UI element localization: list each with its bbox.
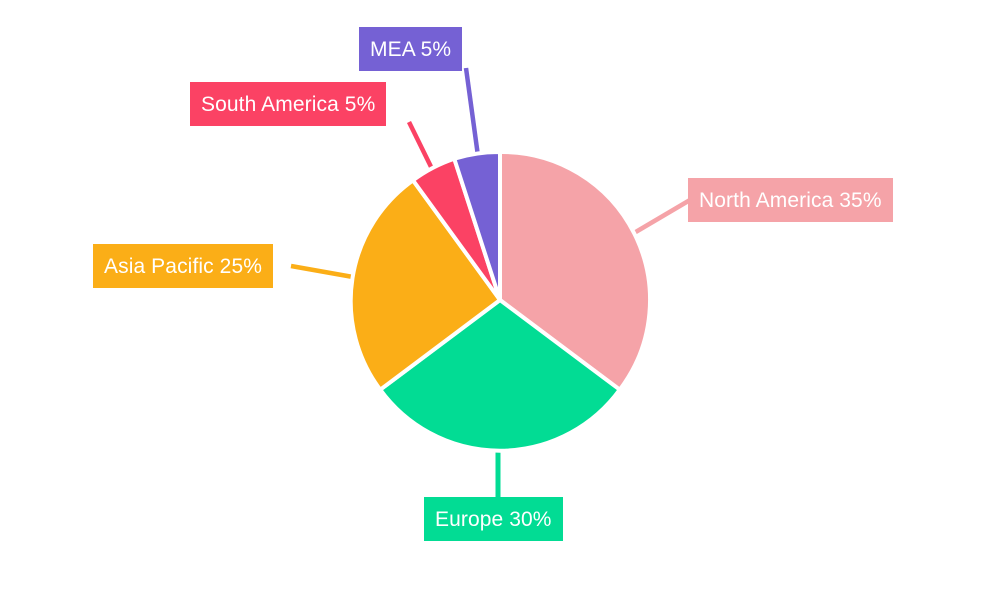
pie-slice-europe[interactable] (378, 298, 622, 453)
pie-slice-asia-pacific[interactable] (348, 178, 502, 392)
pie-slice-mea[interactable] (452, 149, 502, 302)
pie-slices (348, 149, 652, 453)
pie-label-asia-pacific[interactable]: Asia Pacific 25% (93, 244, 274, 288)
pie-label-mea[interactable]: MEA 5% (359, 27, 463, 71)
pie-label-europe[interactable]: Europe 30% (424, 497, 563, 541)
pie-label-south-america[interactable]: South America 5% (190, 82, 387, 126)
leader-line-mea (463, 67, 481, 157)
pie-slice-north-america[interactable] (498, 149, 652, 392)
leader-line-north-america (632, 198, 692, 235)
leader-line-asia-pacific (290, 263, 354, 280)
pie-label-north-america[interactable]: North America 35% (688, 178, 893, 222)
